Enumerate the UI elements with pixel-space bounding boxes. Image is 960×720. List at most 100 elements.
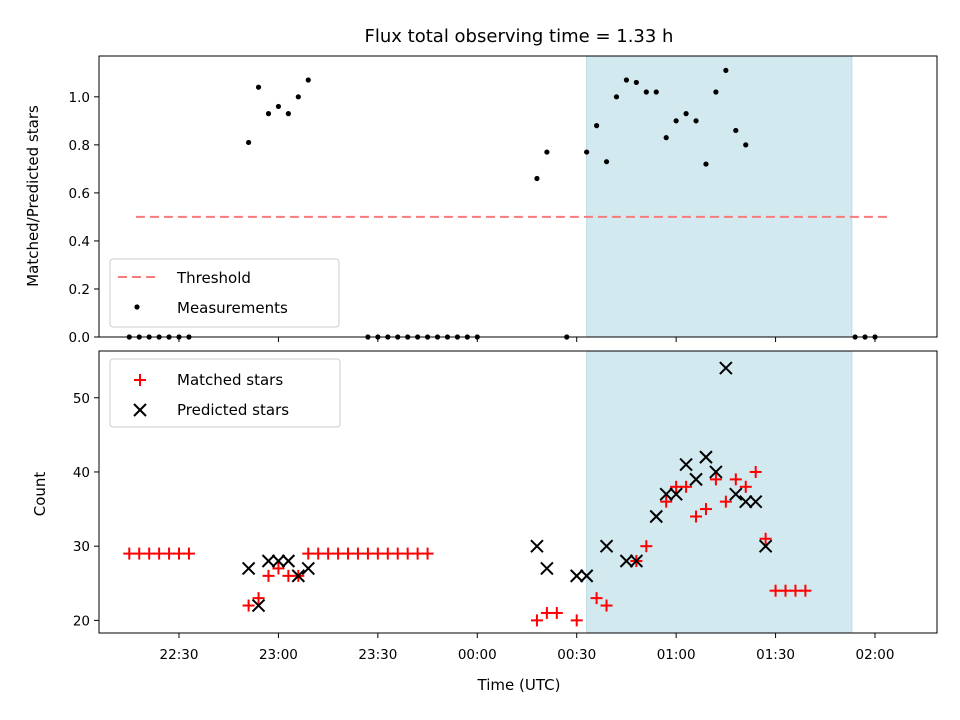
legend-threshold-label: Threshold [176, 269, 251, 287]
measurement-point [663, 135, 669, 141]
bottom-legend: Matched stars Predicted stars [109, 358, 341, 428]
predicted-star-point [758, 539, 773, 553]
predicted-star-point [271, 554, 286, 568]
matched-star-point [242, 599, 255, 612]
measurement-point [534, 175, 540, 182]
matched-star-point [550, 606, 563, 619]
predicted-star-point [659, 487, 673, 501]
matched-star-point [759, 532, 772, 545]
measurement-point [246, 139, 252, 146]
legend-matched-swatch [134, 374, 146, 386]
matched-star-point [719, 495, 732, 508]
measurement-point [285, 111, 291, 117]
observing-window-highlight-top [586, 56, 852, 337]
bottom-x-tick-label: 02:00 [856, 647, 895, 663]
predicted-star-point [679, 457, 693, 472]
bottom-x-tick-label: 01:00 [657, 647, 696, 663]
predicted-star-point [599, 539, 614, 553]
bottom-x-tick-label: 01:30 [756, 647, 795, 663]
predicted-star-point [241, 561, 256, 576]
x-axis-label: Time (UTC) [477, 676, 561, 694]
top-y-tick-label: 1.0 [69, 90, 90, 106]
measurement-point [623, 77, 630, 83]
top-panel: 0.0 0.2 0.4 0.6 0.8 1.0 Matched/Predicted sta… [24, 55, 938, 346]
bottom-x-tick-label: 23:00 [259, 647, 298, 663]
predicted-star-point [729, 487, 743, 501]
bottom-plot-frame [98, 350, 938, 634]
matched-star-point [570, 614, 583, 627]
bottom-x-tick-label: 23:30 [358, 647, 397, 663]
predicted-star-point [719, 361, 733, 375]
predicted-star-point [570, 569, 584, 583]
bottom-x-tick-label: 00:00 [458, 647, 497, 663]
predicted-star-point [699, 450, 713, 464]
bottom-y-tick-label: 50 [73, 391, 90, 407]
matched-star-point [699, 503, 712, 516]
matched-star-point [799, 584, 812, 597]
matched-star-point [590, 592, 603, 605]
matched-star-point [421, 547, 434, 560]
predicted-star-point [301, 561, 315, 576]
matched-star-point [640, 540, 653, 553]
matched-stars-points [123, 465, 812, 627]
matched-star-point [262, 569, 275, 582]
predicted-star-point [748, 494, 763, 509]
predicted-star-point [540, 561, 554, 576]
predicted-star-point [261, 554, 276, 568]
matched-star-point [739, 480, 752, 493]
bottom-y-axis-ticks: 20 30 40 50 [73, 391, 99, 629]
top-y-axis-label: Matched/Predicted stars [24, 105, 42, 287]
measurement-point [603, 159, 610, 165]
predicted-star-point [689, 472, 703, 487]
measurement-point [594, 123, 600, 129]
measurement-point [743, 142, 749, 148]
measurement-point [643, 89, 649, 95]
bottom-x-axis-ticks: 22:30 23:00 23:30 00:00 00:30 01:00 01:30 02:00 [160, 633, 895, 663]
bottom-y-axis-label: Count [31, 472, 49, 517]
measurement-point [275, 103, 282, 110]
matched-star-point [690, 510, 703, 523]
top-plot-frame [98, 55, 938, 338]
bottom-panel: 20 30 40 50 22:30 23:00 23:30 00:00 00:30 01:00 0… [31, 350, 938, 694]
predicted-star-point [739, 494, 753, 509]
legend-measurements-label: Measurements [177, 299, 288, 317]
observing-window-highlight-bottom [586, 351, 852, 633]
measurement-point [255, 84, 262, 90]
matched-star-point [660, 495, 673, 508]
matched-star-point [272, 562, 285, 575]
measurement-point [613, 94, 620, 100]
measurement-point [733, 127, 739, 134]
matched-star-point [252, 592, 265, 605]
predicted-star-point [251, 598, 266, 613]
top-y-axis-ticks: 0.0 0.2 0.4 0.6 0.8 1.0 [69, 90, 99, 346]
legend-matched-label: Matched stars [177, 371, 283, 389]
matched-star-point [729, 473, 742, 486]
measurement-point [633, 79, 639, 86]
predicted-star-point [619, 554, 634, 568]
predicted-star-point [291, 569, 306, 583]
top-y-tick-label: 0.0 [69, 330, 90, 346]
top-y-tick-label: 0.6 [69, 186, 90, 202]
predicted-star-point [530, 539, 544, 553]
bottom-x-tick-label: 22:30 [160, 647, 199, 663]
bottom-y-tick-label: 20 [73, 613, 90, 629]
predicted-star-point [709, 465, 723, 479]
bottom-y-tick-label: 30 [73, 539, 90, 555]
legend-predicted-label: Predicted stars [177, 401, 289, 419]
matched-star-point [749, 465, 762, 478]
matched-star-point [182, 547, 195, 560]
measurement-point [305, 77, 311, 83]
predicted-star-point [579, 569, 594, 583]
measurement-point [723, 67, 729, 74]
top-legend-box [109, 258, 340, 328]
predicted-star-point [669, 487, 683, 501]
measurement-point [693, 118, 699, 124]
measurement-point [703, 161, 709, 167]
predicted-star-point [629, 554, 644, 568]
matched-star-point [709, 473, 722, 486]
top-y-tick-label: 0.4 [69, 234, 90, 250]
predicted-stars-points [241, 361, 773, 613]
predicted-star-point [649, 509, 663, 524]
measurement-point [295, 94, 301, 100]
